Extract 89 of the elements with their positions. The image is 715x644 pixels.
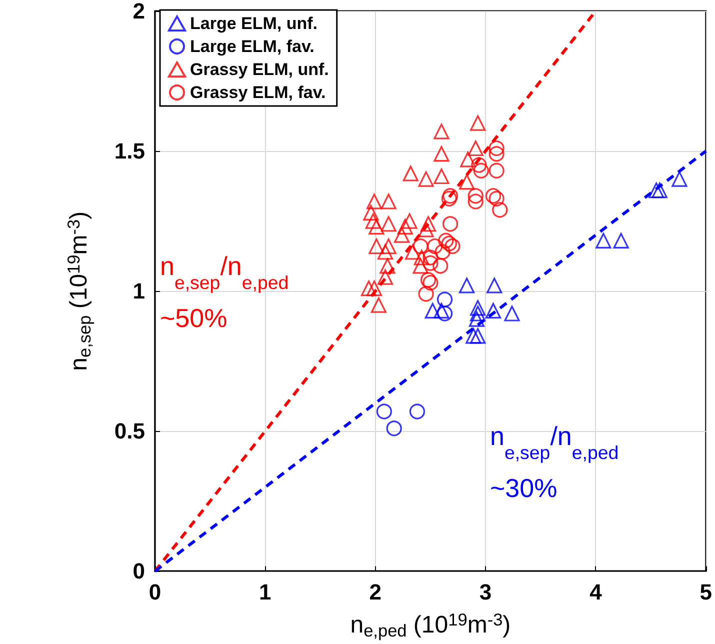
point (504, 306, 520, 322)
point (420, 216, 436, 232)
point (368, 218, 384, 234)
point (468, 188, 484, 204)
point (418, 222, 434, 238)
point (434, 146, 450, 162)
point (459, 174, 475, 190)
x-tick-label: 1 (259, 580, 272, 605)
point (380, 216, 396, 232)
point (397, 218, 413, 234)
legend-label: Large ELM, fav. (190, 37, 314, 56)
point (473, 162, 489, 178)
point (492, 202, 508, 218)
point (470, 115, 486, 131)
point (370, 297, 386, 313)
point (486, 278, 502, 294)
point (468, 140, 484, 156)
point (488, 140, 504, 156)
y-tick-label: 0.5 (114, 418, 145, 444)
point (434, 124, 450, 140)
point (394, 227, 410, 243)
point (436, 306, 453, 322)
point (380, 194, 396, 210)
point (470, 300, 486, 316)
point (436, 292, 453, 308)
x-tick-label: 2 (369, 580, 382, 605)
point (380, 238, 396, 254)
point (485, 188, 502, 204)
point (470, 306, 486, 322)
point (418, 286, 434, 302)
point (376, 404, 392, 420)
point (363, 204, 379, 220)
y-tick-label: 1.5 (114, 138, 145, 164)
point (418, 171, 434, 187)
point (471, 157, 487, 173)
point (488, 146, 504, 162)
point (488, 162, 504, 178)
point (438, 232, 454, 248)
point (366, 194, 382, 210)
point (365, 213, 381, 229)
point (432, 258, 448, 274)
point (441, 236, 457, 252)
point (672, 171, 688, 187)
point (422, 255, 438, 271)
point (434, 302, 450, 319)
point (360, 280, 377, 296)
point (427, 238, 443, 254)
legend-label: Grassy ELM, unf. (190, 60, 329, 79)
point (412, 258, 428, 274)
point (386, 420, 402, 436)
point (412, 238, 428, 254)
point (409, 404, 426, 420)
legend-label: Large ELM, unf. (190, 14, 318, 33)
point (466, 328, 482, 344)
point (470, 328, 486, 344)
point (596, 232, 612, 248)
y-tick-label: 2 (132, 0, 145, 24)
point (368, 238, 384, 254)
point (442, 216, 458, 232)
y-axis-title: ne,sep (1019m-3) (64, 211, 94, 371)
legend-label: Grassy ELM, fav. (190, 83, 326, 102)
point (613, 232, 629, 248)
point (468, 311, 485, 327)
point (468, 194, 484, 210)
point (434, 244, 450, 260)
point (422, 250, 438, 266)
x-tick-label: 5 (700, 580, 712, 605)
x-tick-label: 0 (148, 580, 162, 605)
point (648, 182, 664, 198)
point (405, 244, 421, 260)
point (377, 244, 394, 260)
y-tick-label: 1 (132, 278, 145, 304)
x-tick-label: 3 (479, 580, 492, 605)
point (485, 302, 502, 319)
point (380, 258, 396, 274)
point (652, 182, 668, 198)
point (460, 152, 476, 168)
point (424, 302, 440, 319)
y-tick-label: 0 (132, 558, 145, 584)
point (377, 269, 394, 285)
point (402, 213, 418, 229)
point (366, 280, 382, 296)
x-tick-label: 4 (590, 580, 603, 605)
point (444, 238, 460, 254)
point (459, 278, 475, 294)
point (402, 166, 418, 182)
point (434, 168, 450, 184)
point (488, 190, 504, 206)
point (414, 250, 430, 266)
